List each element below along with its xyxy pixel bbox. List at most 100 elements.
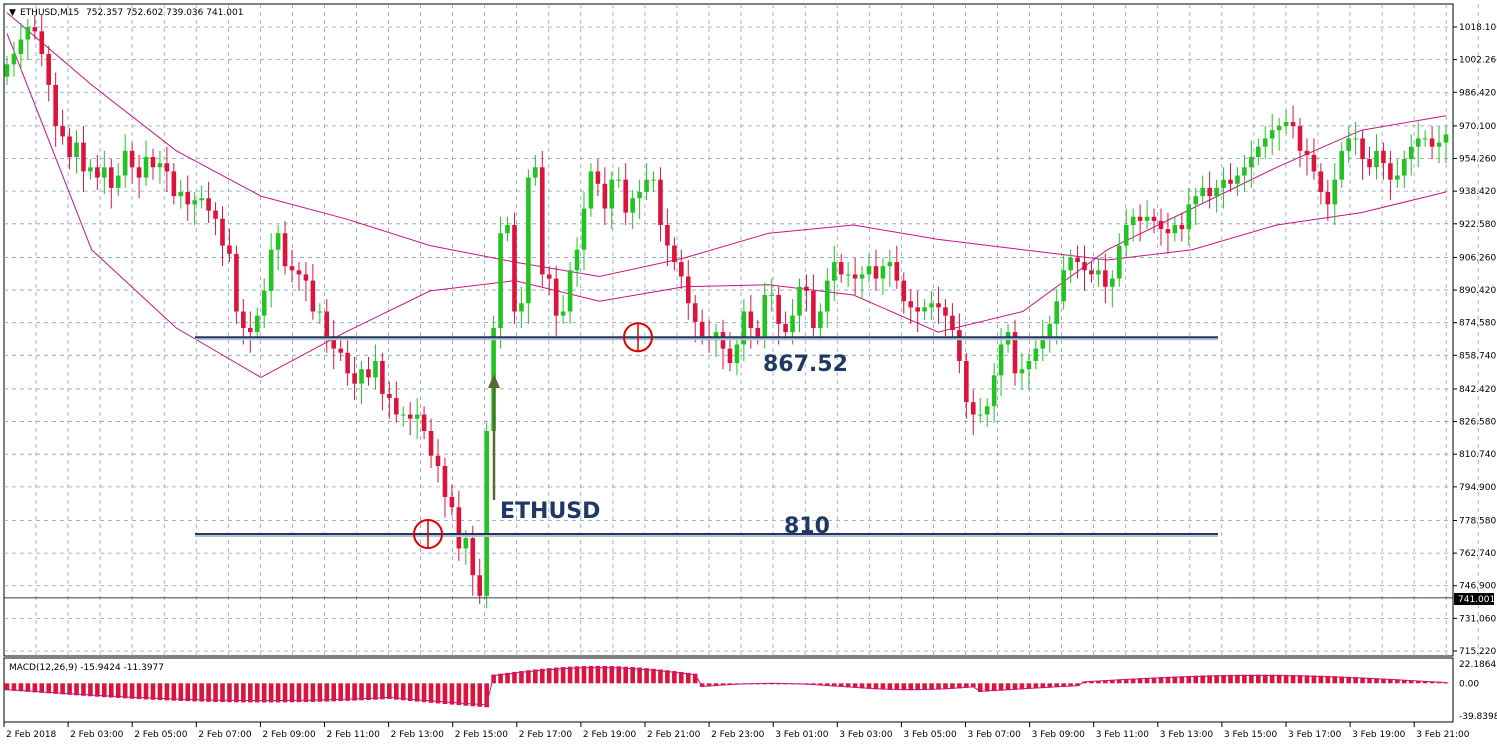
macd-bar: [1297, 675, 1303, 684]
candle-body: [143, 157, 149, 178]
candle-body: [762, 295, 768, 337]
macd-bar: [1033, 683, 1039, 689]
candle-body: [831, 262, 837, 281]
macd-bar: [199, 683, 204, 702]
macd-tick-label: 22.1864: [1459, 660, 1496, 670]
macd-bar: [1269, 674, 1275, 684]
macd-bar: [143, 683, 149, 700]
macd-bar: [338, 683, 343, 702]
candle-body: [1033, 348, 1039, 361]
price-tick-label: 970.100: [1459, 122, 1496, 132]
candle-body: [11, 53, 17, 65]
macd-bar: [1276, 674, 1282, 684]
macd-bar: [1047, 683, 1053, 688]
header-triangle-icon[interactable]: ▼: [9, 8, 16, 18]
candle-body: [150, 157, 156, 168]
macd-bar: [25, 683, 31, 692]
candle-body: [67, 136, 72, 157]
candle-body: [164, 163, 170, 172]
macd-bar: [1054, 683, 1060, 688]
candle-body: [1228, 179, 1233, 184]
macd-bar: [1401, 679, 1407, 684]
macd-bar: [81, 683, 86, 696]
candle-body: [546, 274, 552, 279]
candle-body: [797, 286, 802, 316]
macd-bar: [1096, 680, 1101, 684]
macd-bar: [296, 683, 302, 703]
candle-body: [1172, 224, 1178, 234]
candle-body: [248, 327, 253, 333]
macd-bar: [1026, 683, 1032, 689]
macd-bar: [373, 683, 378, 700]
candle-body: [157, 163, 163, 168]
candle-body: [1103, 270, 1108, 287]
macd-bar: [234, 683, 239, 703]
macd-bar: [811, 683, 816, 685]
macd-bar: [421, 683, 427, 703]
macd-bar: [818, 683, 823, 686]
candle-body: [1283, 121, 1289, 127]
macd-bar: [950, 683, 955, 689]
candle-body: [630, 198, 635, 213]
candle-body: [18, 39, 24, 54]
candle-body: [1388, 163, 1393, 180]
level-lines[interactable]: [4, 336, 1453, 599]
candle-body: [1304, 150, 1310, 155]
candle-body: [595, 171, 601, 184]
candle-body: [526, 177, 531, 304]
macd-bar: [1061, 683, 1066, 687]
candle-body: [539, 167, 545, 275]
macd-bar: [692, 673, 698, 684]
macd-bar: [943, 683, 948, 690]
macd-bar: [991, 683, 997, 692]
macd-bar: [922, 683, 927, 691]
macd-bar: [887, 683, 893, 690]
macd-bar: [873, 683, 879, 690]
macd-bar: [574, 666, 580, 684]
macd-pane-frame: [3, 657, 1454, 723]
candle-body: [178, 192, 184, 197]
macd-bar: [18, 683, 24, 692]
chart-ohlc: 752.357 752.602 739.036 741.001: [86, 8, 243, 18]
price-axis: 1018.100 1002.260 986.420 970.100 954.260 938…: [1453, 23, 1497, 657]
price-tick-label: 778.580: [1459, 516, 1496, 526]
candle-body: [943, 307, 948, 316]
candle-body: [227, 245, 232, 254]
time-tick-label: 2 Feb 23:00: [711, 730, 765, 740]
candle-body: [380, 360, 385, 394]
candle-body: [588, 171, 594, 209]
candle-body: [998, 344, 1004, 376]
candle-body: [553, 278, 559, 316]
macd-histogram: 22.1864 0.00 -39.8398: [4, 660, 1497, 722]
candle-body: [866, 266, 872, 275]
macd-bar: [1395, 679, 1400, 684]
candle-body: [1054, 301, 1060, 324]
candle-body: [804, 286, 809, 291]
candle-body: [880, 266, 886, 279]
candle-body: [268, 249, 274, 291]
price-tick-label: 986.420: [1459, 88, 1496, 98]
macd-bar: [852, 683, 858, 688]
macd-bar: [1436, 682, 1442, 684]
macd-bar: [1137, 678, 1143, 684]
macd-bar: [1367, 677, 1372, 684]
candle-body: [1249, 157, 1254, 168]
macd-bar: [1179, 676, 1185, 684]
macd-bar: [491, 674, 496, 684]
candle-body: [1144, 216, 1150, 221]
candle-body: [1256, 146, 1261, 157]
candle-body: [894, 262, 900, 281]
candle-body: [95, 167, 100, 178]
candle-body: [39, 31, 45, 54]
macd-bar: [178, 683, 184, 701]
candle-body: [136, 167, 142, 178]
macd-bar: [1005, 683, 1011, 691]
candle-body: [463, 538, 469, 549]
macd-bar: [616, 666, 622, 684]
candle-body: [275, 233, 281, 250]
candle-body: [449, 496, 455, 508]
candle-body: [1158, 220, 1164, 230]
macd-bar: [609, 666, 615, 684]
